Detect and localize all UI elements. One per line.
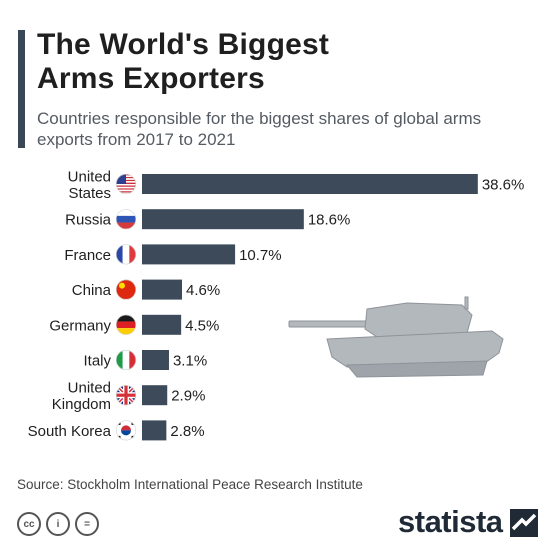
category-label: United — [68, 168, 111, 185]
subtitle-line-1: Countries responsible for the biggest sh… — [37, 109, 482, 128]
bar-chart: 38.6%UnitedStates18.6%Russia10.7%France4… — [28, 168, 525, 441]
statista-logo-icon — [510, 509, 538, 537]
value-label: 38.6% — [482, 177, 525, 194]
source-note: Source: Stockholm International Peace Re… — [17, 477, 363, 492]
category-label: Kingdom — [52, 396, 111, 413]
category-label: Italy — [83, 353, 111, 370]
bar — [142, 174, 478, 194]
tank-icon — [288, 296, 504, 378]
category-label: Russia — [65, 212, 112, 229]
category-label: United — [68, 379, 111, 396]
person-icon[interactable]: i — [46, 512, 70, 536]
us-flag-icon — [116, 174, 136, 194]
category-label: China — [72, 282, 112, 299]
france-flag-icon — [116, 244, 136, 265]
category-label: South Korea — [28, 423, 112, 440]
equals-icon[interactable]: = — [75, 512, 99, 536]
title-line-2: Arms Exporters — [37, 62, 265, 95]
subtitle-line-2: exports from 2017 to 2021 — [37, 130, 236, 149]
category-label: France — [64, 247, 111, 264]
cc-icon[interactable]: cc — [17, 512, 41, 536]
value-label: 3.1% — [173, 353, 207, 370]
germany-flag-icon — [116, 314, 136, 335]
value-label: 10.7% — [239, 247, 282, 264]
bar — [142, 279, 183, 300]
category-label: Germany — [49, 317, 111, 334]
value-label: 2.8% — [170, 423, 204, 440]
russia-flag-icon — [116, 209, 136, 230]
category-label: States — [68, 185, 111, 202]
bar — [142, 385, 168, 406]
bar — [142, 350, 169, 370]
page-subtitle: Countries responsible for the biggest sh… — [37, 108, 552, 150]
bar — [142, 420, 167, 441]
title-line-1: The World's Biggest — [37, 28, 330, 61]
china-flag-icon — [116, 279, 136, 300]
value-label: 4.5% — [185, 317, 219, 334]
value-label: 18.6% — [308, 212, 351, 229]
bar — [142, 209, 304, 230]
value-label: 4.6% — [186, 282, 220, 299]
value-label: 2.9% — [171, 388, 205, 405]
bar — [142, 244, 236, 265]
title-accent-bar — [18, 30, 25, 148]
italy-flag-icon — [116, 350, 136, 370]
statista-logo-text[interactable]: statista — [398, 504, 503, 539]
page-title: The World's Biggest Arms Exporters — [37, 28, 537, 96]
bar — [142, 314, 182, 335]
license-icons: cc i = — [17, 512, 99, 536]
